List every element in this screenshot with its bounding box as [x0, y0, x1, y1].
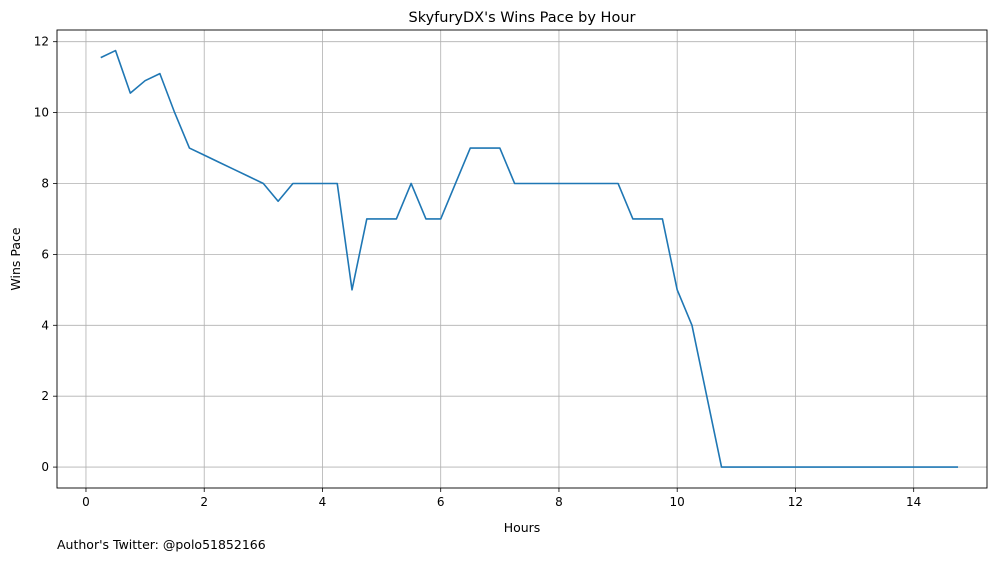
plot-frame	[56, 29, 988, 489]
y-tick-label: 4	[41, 318, 49, 332]
x-tick-label: 10	[670, 495, 685, 509]
x-tick-label: 12	[788, 495, 803, 509]
y-tick-label: 6	[41, 247, 49, 261]
grid	[57, 30, 987, 488]
x-axis-ticks: 0 2 4 6 8 10 12 14	[82, 488, 921, 509]
y-tick-label: 12	[34, 35, 49, 49]
x-tick-label: 6	[437, 495, 445, 509]
x-tick-label: 14	[906, 495, 921, 509]
x-tick-label: 0	[82, 495, 90, 509]
y-tick-label: 0	[41, 460, 49, 474]
y-tick-label: 8	[41, 176, 49, 190]
x-tick-label: 8	[555, 495, 563, 509]
x-axis-label: Hours	[504, 520, 541, 535]
y-axis-ticks: 0 2 4 6 8 10 12	[34, 35, 57, 474]
author-credit: Author's Twitter: @polo51852166	[57, 537, 266, 552]
y-tick-label: 2	[41, 389, 49, 403]
x-tick-label: 4	[319, 495, 327, 509]
x-tick-label: 2	[200, 495, 208, 509]
y-axis-label: Wins Pace	[8, 227, 23, 290]
chart-title: SkyfuryDX's Wins Pace by Hour	[409, 10, 636, 26]
series-line	[100, 49, 959, 468]
y-tick-label: 10	[34, 106, 49, 120]
